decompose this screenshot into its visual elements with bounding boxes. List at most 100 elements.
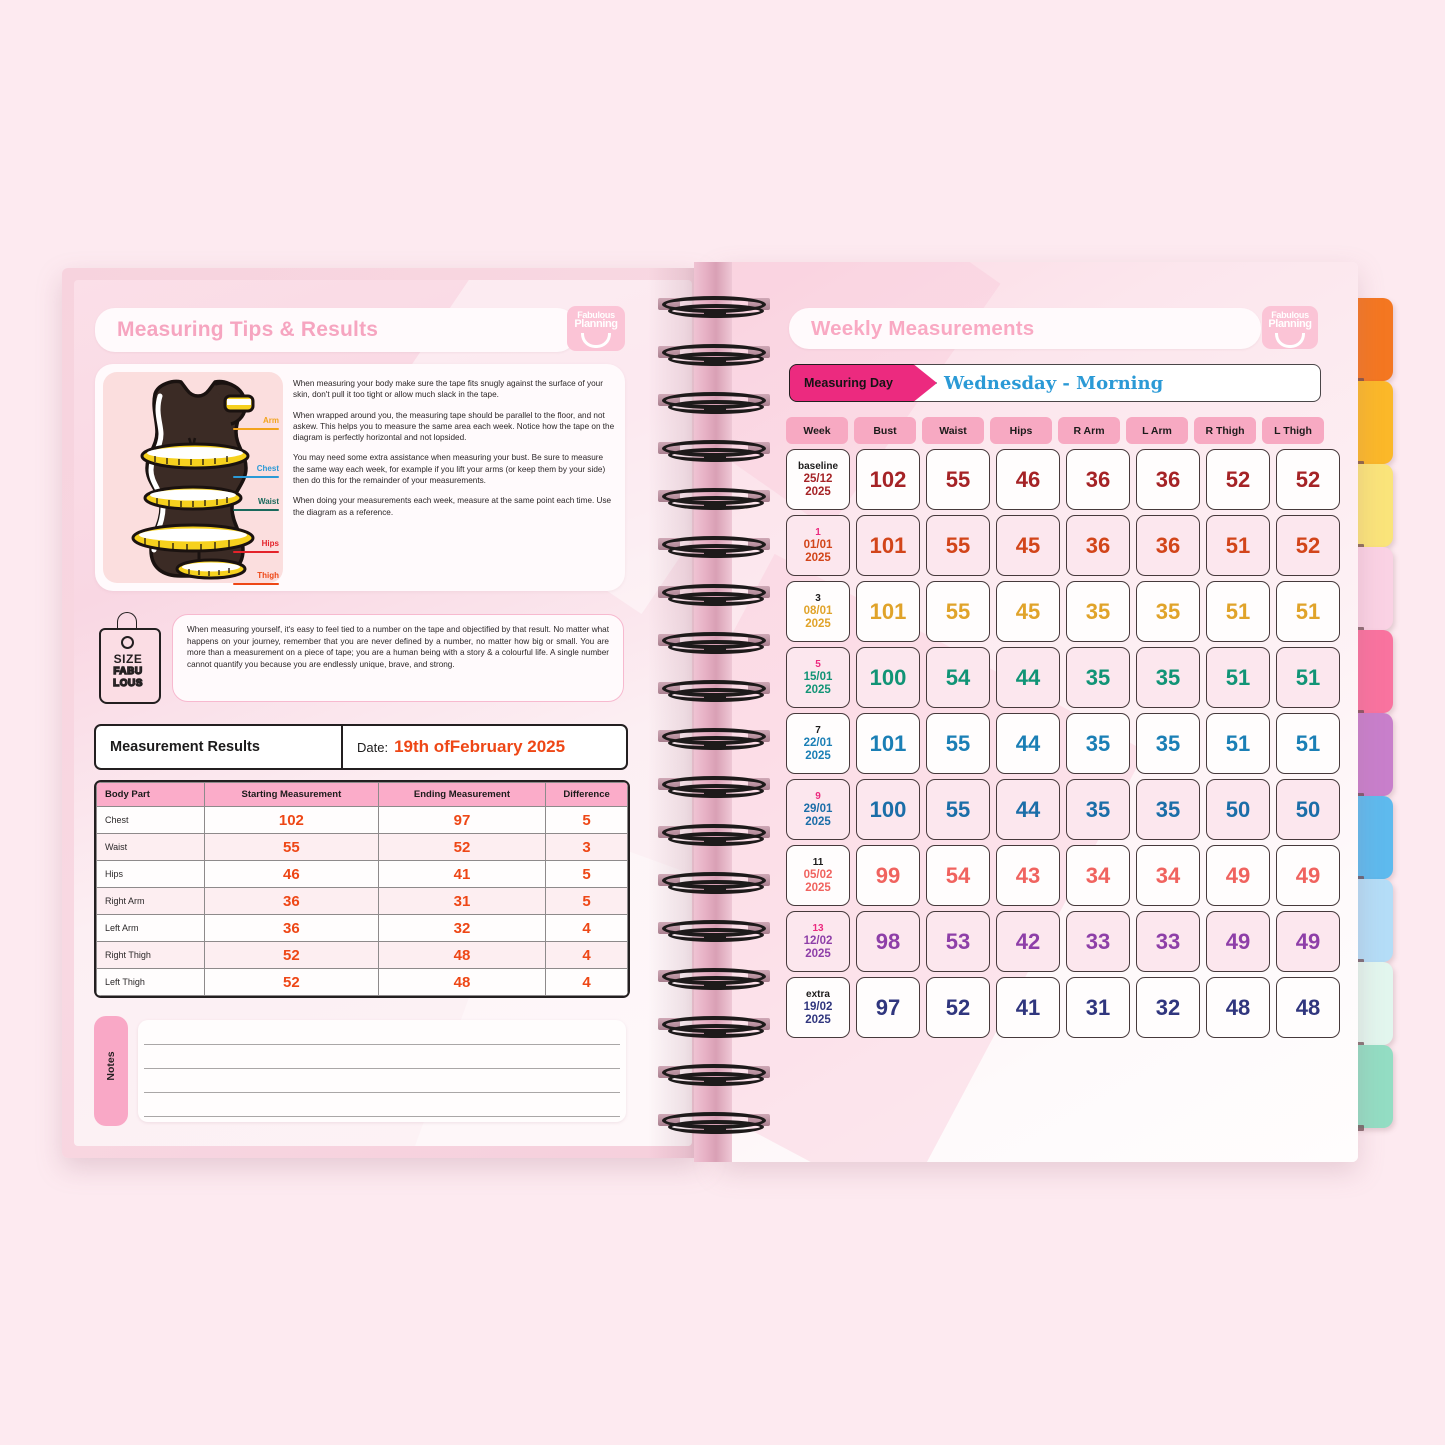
starting-measurement-cell[interactable]: 36 xyxy=(204,914,379,942)
measurement-cell[interactable]: 51 xyxy=(1206,581,1270,642)
measurement-value: 101 xyxy=(869,532,907,558)
measurement-cell[interactable]: 55 xyxy=(926,449,990,510)
measurement-cell[interactable]: 36 xyxy=(1136,449,1200,510)
measurement-cell[interactable]: 35 xyxy=(1066,779,1130,840)
measurement-cell[interactable]: 98 xyxy=(856,911,920,972)
measurement-cell[interactable]: 52 xyxy=(1206,449,1270,510)
measurement-cell[interactable]: 35 xyxy=(1136,581,1200,642)
measurement-cell[interactable]: 41 xyxy=(996,977,1060,1038)
measurement-cell[interactable]: 54 xyxy=(926,647,990,708)
measurement-cell[interactable]: 49 xyxy=(1206,911,1270,972)
measurement-cell[interactable]: 51 xyxy=(1276,581,1340,642)
measurement-value: 100 xyxy=(869,664,907,690)
measurement-cell[interactable]: 45 xyxy=(996,581,1060,642)
ending-measurement-cell[interactable]: 48 xyxy=(377,968,547,996)
measurement-cell[interactable]: 52 xyxy=(926,977,990,1038)
diagram-rule-chest xyxy=(233,475,279,478)
measurement-cell[interactable]: 33 xyxy=(1066,911,1130,972)
measurement-cell[interactable]: 53 xyxy=(926,911,990,972)
ending-measurement-cell[interactable]: 31 xyxy=(377,887,547,915)
measurement-cell[interactable]: 101 xyxy=(856,713,920,774)
measurement-cell[interactable]: 34 xyxy=(1136,845,1200,906)
measurement-cell[interactable]: 43 xyxy=(996,845,1060,906)
spiral-ring xyxy=(658,1016,770,1038)
brand-line1: Fabulous xyxy=(577,310,615,320)
ending-measurement-cell[interactable]: 32 xyxy=(377,914,547,942)
measurement-cell[interactable]: 51 xyxy=(1206,515,1270,576)
measurement-cell[interactable]: 52 xyxy=(1276,449,1340,510)
measurement-cell[interactable]: 48 xyxy=(1276,977,1340,1038)
measurement-cell[interactable]: 36 xyxy=(1066,449,1130,510)
measurement-cell[interactable]: 55 xyxy=(926,779,990,840)
ending-measurement-cell[interactable]: 41 xyxy=(377,860,547,888)
difference-cell[interactable]: 4 xyxy=(545,968,628,996)
measurement-cell[interactable]: 100 xyxy=(856,779,920,840)
difference-cell[interactable]: 5 xyxy=(545,860,628,888)
measurement-cell[interactable]: 49 xyxy=(1276,911,1340,972)
measurement-cell[interactable]: 35 xyxy=(1136,713,1200,774)
measurement-cell[interactable]: 100 xyxy=(856,647,920,708)
starting-measurement-cell[interactable]: 52 xyxy=(204,968,379,996)
measurement-cell[interactable]: 44 xyxy=(996,647,1060,708)
measurement-cell[interactable]: 48 xyxy=(1206,977,1270,1038)
measurement-cell[interactable]: 49 xyxy=(1276,845,1340,906)
starting-measurement-cell[interactable]: 46 xyxy=(204,860,379,888)
measurement-cell[interactable]: 101 xyxy=(856,515,920,576)
starting-measurement-cell[interactable]: 102 xyxy=(204,806,379,834)
measurement-value: 35 xyxy=(1155,730,1181,756)
measurement-cell[interactable]: 49 xyxy=(1206,845,1270,906)
measurement-cell[interactable]: 50 xyxy=(1276,779,1340,840)
starting-measurement-cell[interactable]: 55 xyxy=(204,833,379,861)
notes-writing-area[interactable] xyxy=(138,1020,626,1122)
measurement-cell[interactable]: 101 xyxy=(856,581,920,642)
measurement-cell[interactable]: 55 xyxy=(926,713,990,774)
weekly-row: baseline 25/12 2025 102 55 46 36 36 52 52 xyxy=(786,449,1340,510)
ending-measurement-cell[interactable]: 52 xyxy=(377,833,547,861)
difference-cell[interactable]: 5 xyxy=(545,806,628,834)
measurement-cell[interactable]: 34 xyxy=(1066,845,1130,906)
tips-paragraph-1: When measuring your body make sure the t… xyxy=(293,379,603,400)
measurement-cell[interactable]: 35 xyxy=(1136,779,1200,840)
measurement-cell[interactable]: 97 xyxy=(856,977,920,1038)
difference-cell[interactable]: 5 xyxy=(545,887,628,915)
measurement-cell[interactable]: 102 xyxy=(856,449,920,510)
measurement-cell[interactable]: 35 xyxy=(1066,713,1130,774)
measurement-cell[interactable]: 51 xyxy=(1206,647,1270,708)
measuring-day-label: Measuring Day xyxy=(804,376,893,390)
measurement-cell[interactable]: 44 xyxy=(996,713,1060,774)
measurement-cell[interactable]: 36 xyxy=(1066,515,1130,576)
measurement-cell[interactable]: 36 xyxy=(1136,515,1200,576)
week-date-day: 25/12 xyxy=(803,473,833,486)
measuring-day-value-box[interactable]: Wednesday - Morning xyxy=(897,364,1321,402)
measurement-cell[interactable]: 35 xyxy=(1066,581,1130,642)
measurement-cell[interactable]: 52 xyxy=(1276,515,1340,576)
measurement-cell[interactable]: 50 xyxy=(1206,779,1270,840)
starting-measurement-cell[interactable]: 52 xyxy=(204,941,379,969)
measurement-cell[interactable]: 55 xyxy=(926,515,990,576)
week-label-cell: extra 19/02 2025 xyxy=(786,977,850,1038)
spiral-ring xyxy=(658,728,770,750)
ending-measurement-cell[interactable]: 48 xyxy=(377,941,547,969)
measurement-cell[interactable]: 32 xyxy=(1136,977,1200,1038)
measurement-cell[interactable]: 35 xyxy=(1066,647,1130,708)
measurement-cell[interactable]: 54 xyxy=(926,845,990,906)
measurement-cell[interactable]: 51 xyxy=(1276,713,1340,774)
measurement-cell[interactable]: 99 xyxy=(856,845,920,906)
measurement-cell[interactable]: 46 xyxy=(996,449,1060,510)
difference-cell[interactable]: 4 xyxy=(545,941,628,969)
measurement-cell[interactable]: 42 xyxy=(996,911,1060,972)
measurement-cell[interactable]: 31 xyxy=(1066,977,1130,1038)
difference-cell[interactable]: 4 xyxy=(545,914,628,942)
difference-cell[interactable]: 3 xyxy=(545,833,628,861)
measurement-cell[interactable]: 33 xyxy=(1136,911,1200,972)
measurement-cell[interactable]: 51 xyxy=(1206,713,1270,774)
starting-measurement-cell[interactable]: 36 xyxy=(204,887,379,915)
measurement-cell[interactable]: 45 xyxy=(996,515,1060,576)
ending-measurement-cell[interactable]: 97 xyxy=(377,806,547,834)
measurement-cell[interactable]: 44 xyxy=(996,779,1060,840)
measurement-value: 98 xyxy=(875,928,901,954)
date-value[interactable]: 19th ofFebruary 2025 xyxy=(394,737,566,756)
measurement-cell[interactable]: 51 xyxy=(1276,647,1340,708)
measurement-cell[interactable]: 35 xyxy=(1136,647,1200,708)
measurement-cell[interactable]: 55 xyxy=(926,581,990,642)
